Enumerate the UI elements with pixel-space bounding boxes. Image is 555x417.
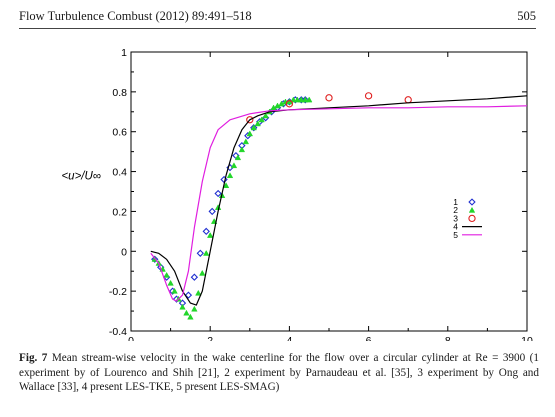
figure-caption: Fig. 7 Mean stream-wise velocity in the … xyxy=(19,351,539,395)
x-tick-label: 2 xyxy=(207,335,213,341)
series-2-point xyxy=(226,172,234,179)
series-4-line xyxy=(150,95,527,306)
series-1-point xyxy=(301,96,309,104)
series-2-point xyxy=(250,124,257,131)
series-3-point xyxy=(404,96,412,104)
series-2-point xyxy=(290,96,297,103)
y-tick-label: 0.4 xyxy=(112,167,127,179)
y-tick-label: 1 xyxy=(121,47,127,59)
header-rule xyxy=(19,28,536,29)
series-2-point xyxy=(305,96,313,103)
legend-label-2: 2 xyxy=(453,205,458,215)
legend-swatch-1 xyxy=(468,198,476,206)
x-tick-label: 8 xyxy=(445,335,451,341)
y-axis-label: <u>/U∞ xyxy=(61,171,101,183)
x-tick-label: 10 xyxy=(521,335,533,341)
series-2-point xyxy=(302,96,309,103)
y-tick-label: 0 xyxy=(121,246,127,258)
x-tick-label: 4 xyxy=(286,335,292,341)
plot-border xyxy=(130,51,528,332)
series-2-point xyxy=(183,309,190,316)
series-2-point xyxy=(262,112,269,119)
y-tick-label: -0.2 xyxy=(109,286,127,298)
caption-text: Mean stream-wise velocity in the wake ce… xyxy=(19,352,539,393)
series-2-point xyxy=(234,154,242,161)
series-2-point xyxy=(246,130,254,137)
series-1-point xyxy=(196,249,204,257)
y-tick-label: 0.2 xyxy=(112,206,127,218)
series-2-point xyxy=(298,96,305,103)
series-2-point xyxy=(258,116,265,123)
page-header: Flow Turbulence Combust (2012) 89:491–51… xyxy=(19,9,536,29)
series-1-point xyxy=(250,124,258,132)
series-1-point xyxy=(214,189,222,198)
figure-label: Fig. 7 xyxy=(19,352,48,364)
series-3-point xyxy=(325,94,333,102)
legend-label-1: 1 xyxy=(453,197,458,207)
x-tick-label: 6 xyxy=(366,335,372,341)
series-2-point xyxy=(179,303,186,310)
series-2-point xyxy=(206,232,214,238)
series-1-point xyxy=(208,207,216,216)
series-2-point xyxy=(254,120,261,127)
plot-frame xyxy=(130,51,528,332)
legend-label-5: 5 xyxy=(453,230,458,240)
legend-swatch-2 xyxy=(468,206,476,213)
series-2-point xyxy=(203,249,210,256)
legend-label-4: 4 xyxy=(453,222,458,232)
page-number: 505 xyxy=(517,9,536,23)
series-2-point xyxy=(238,146,246,153)
legend-label-3: 3 xyxy=(453,213,458,223)
legend-swatch-3 xyxy=(468,214,476,223)
plot-area xyxy=(150,92,527,320)
series-2-point xyxy=(230,162,238,169)
y-tick-label: 0.8 xyxy=(112,87,127,99)
series-2-point xyxy=(171,287,178,294)
series-2-point xyxy=(294,96,301,103)
series-2-point xyxy=(195,289,202,296)
series-2-point xyxy=(187,313,194,320)
series-1-point xyxy=(202,227,210,236)
series-group xyxy=(150,92,527,320)
journal-reference: Flow Turbulence Combust (2012) 89:491–51… xyxy=(19,9,252,23)
series-2-point xyxy=(242,138,250,145)
series-3-point xyxy=(364,92,373,100)
series-2-point xyxy=(199,269,206,276)
series-1-point xyxy=(190,273,199,281)
y-tick-label: 0.6 xyxy=(112,127,127,139)
series-5-line xyxy=(150,105,527,302)
y-tick-label: -0.4 xyxy=(109,326,127,338)
series-3-point xyxy=(246,116,254,124)
series-1-point xyxy=(184,291,193,299)
series-2-point xyxy=(191,305,198,312)
x-tick-label: 0 xyxy=(128,335,134,341)
series-2-point xyxy=(222,182,230,189)
series-3-point xyxy=(285,100,294,108)
series-2-point xyxy=(163,271,170,278)
series-1-point xyxy=(151,255,159,263)
series-2-point xyxy=(167,279,174,286)
